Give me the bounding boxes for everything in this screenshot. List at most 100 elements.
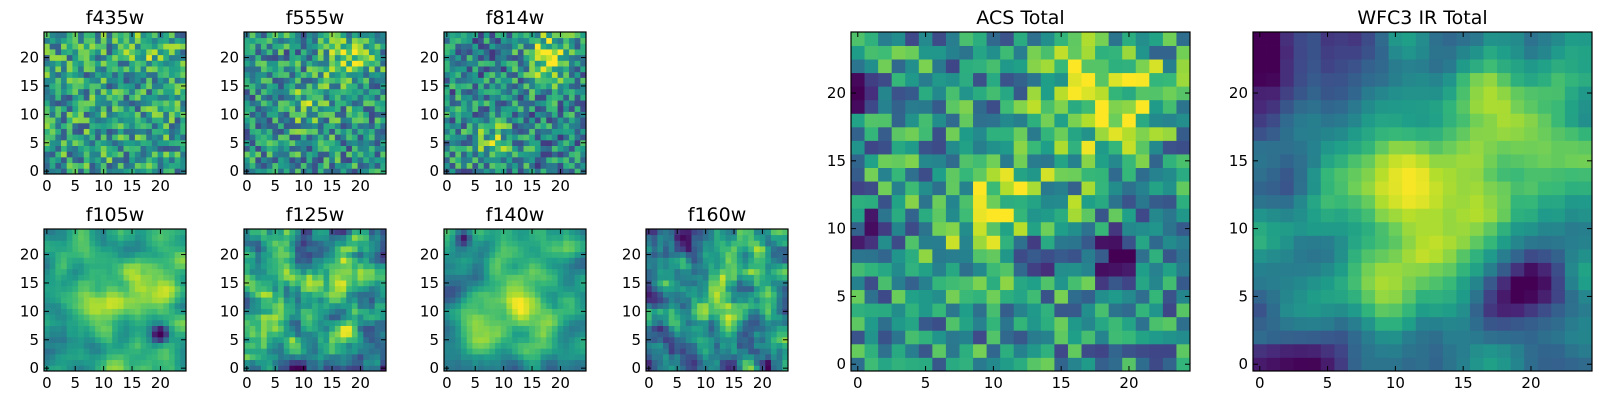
- heatmap-cell: [517, 111, 524, 118]
- heatmap-cell: [478, 60, 485, 67]
- heatmap-cell: [134, 168, 141, 175]
- heatmap-cell: [134, 94, 141, 101]
- heatmap-cell: [500, 251, 507, 258]
- heatmap-cell: [151, 117, 158, 124]
- heatmap-cell: [255, 336, 262, 343]
- heatmap-cell: [346, 156, 353, 164]
- heatmap-cell: [574, 314, 581, 321]
- heatmap-cell: [523, 263, 530, 270]
- heatmap-cell: [651, 257, 658, 264]
- heatmap-cell: [323, 83, 330, 90]
- heatmap-cell: [702, 359, 709, 366]
- heatmap-cell: [249, 77, 256, 84]
- heatmap-cell: [89, 117, 96, 124]
- heatmap-cell: [506, 342, 513, 349]
- heatmap-cell: [568, 134, 576, 141]
- heatmap-cell: [346, 314, 353, 321]
- heatmap-cell: [283, 88, 290, 95]
- heatmap-cell: [272, 71, 279, 78]
- heatmap-cell: [106, 297, 113, 304]
- heatmap-cell: [278, 162, 285, 169]
- heatmap-cell: [759, 314, 766, 321]
- y-tick-label: 10: [622, 302, 641, 320]
- heatmap-cell: [472, 71, 479, 78]
- heatmap-cell: [455, 83, 462, 90]
- heatmap-cell: [334, 359, 341, 366]
- heatmap-cell: [563, 285, 570, 292]
- heatmap-cell: [461, 268, 468, 275]
- heatmap-cell: [770, 280, 778, 287]
- heatmap-cell: [157, 49, 164, 56]
- heatmap-cell: [483, 302, 490, 309]
- heatmap-cell: [174, 43, 181, 50]
- heatmap-cell: [563, 49, 570, 56]
- heatmap-cell: [905, 154, 920, 168]
- heatmap-cell: [295, 336, 302, 343]
- heatmap-cell: [72, 336, 79, 343]
- heatmap-cell: [668, 342, 675, 349]
- heatmap-cell: [95, 139, 102, 146]
- heatmap-cell: [249, 100, 256, 107]
- heatmap-cell: [278, 308, 285, 315]
- heatmap-cell: [78, 297, 85, 304]
- heatmap-cell: [483, 348, 490, 355]
- heatmap-cell: [500, 302, 507, 309]
- heatmap-cell: [368, 365, 376, 372]
- heatmap-cell: [329, 308, 336, 315]
- heatmap-cell: [864, 208, 879, 223]
- heatmap-cell: [140, 128, 147, 135]
- heatmap-cell: [472, 251, 479, 258]
- heatmap-cell: [495, 336, 502, 343]
- heatmap-cell: [466, 168, 473, 175]
- heatmap-cell: [272, 77, 279, 84]
- heatmap-cell: [691, 234, 698, 241]
- heatmap-cell: [100, 263, 107, 270]
- heatmap-cell: [466, 162, 473, 169]
- heatmap-cell: [668, 336, 675, 343]
- heatmap-cell: [478, 37, 485, 44]
- heatmap-cell: [368, 274, 376, 281]
- heatmap-cell: [546, 274, 553, 281]
- heatmap-cell: [78, 83, 85, 90]
- heatmap-cell: [357, 111, 364, 118]
- heatmap-cell: [517, 331, 524, 338]
- heatmap-cell: [748, 257, 755, 264]
- heatmap-cell: [146, 139, 153, 146]
- heatmap-cell: [495, 365, 502, 372]
- heatmap-cell: [517, 251, 524, 258]
- heatmap-cell: [146, 66, 153, 73]
- heatmap-cell: [1000, 343, 1015, 358]
- heatmap-cell: [646, 268, 653, 275]
- heatmap-cell: [146, 246, 153, 253]
- heatmap-cell: [374, 134, 381, 141]
- heatmap-cell: [61, 168, 68, 175]
- heatmap-cell: [140, 263, 147, 270]
- heatmap-cell: [506, 37, 513, 44]
- heatmap-cell: [489, 151, 496, 158]
- heatmap-cell: [163, 60, 170, 67]
- heatmap-cell: [306, 94, 313, 101]
- heatmap-cell: [512, 302, 519, 309]
- heatmap-cell: [357, 336, 364, 343]
- heatmap-cell: [455, 162, 462, 169]
- heatmap-cell: [563, 359, 570, 366]
- heatmap-cell: [66, 37, 73, 44]
- heatmap-cell: [551, 77, 558, 84]
- heatmap-cell: [776, 263, 783, 270]
- heatmap-cell: [891, 221, 906, 236]
- heatmap-cell: [782, 297, 789, 304]
- heatmap-cell: [461, 365, 468, 372]
- heatmap-cell: [163, 342, 170, 349]
- heatmap-cell: [261, 353, 268, 361]
- heatmap-cell: [266, 43, 273, 50]
- heatmap-cell: [495, 66, 502, 73]
- heatmap-cell: [157, 128, 164, 135]
- heatmap-cell: [157, 263, 164, 270]
- y-tick-label: 0: [229, 162, 239, 180]
- heatmap-cell: [266, 54, 273, 61]
- heatmap-cell: [278, 60, 285, 67]
- heatmap-cell: [244, 60, 251, 67]
- heatmap-cell: [534, 66, 541, 73]
- plot-frame: [43, 31, 187, 175]
- heatmap-cell: [363, 336, 370, 343]
